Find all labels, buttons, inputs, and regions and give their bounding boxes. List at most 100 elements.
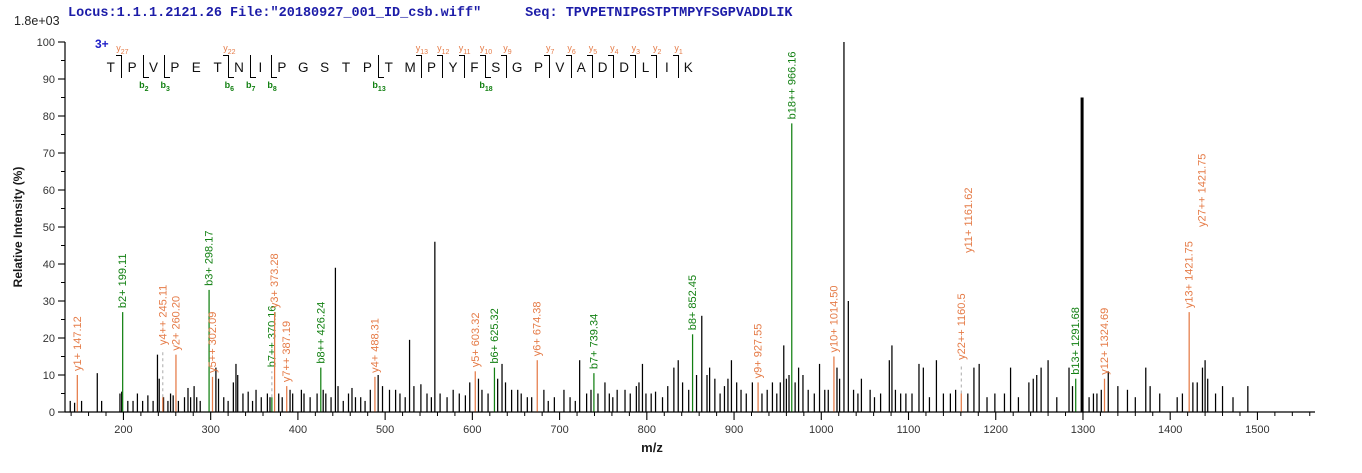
header: Locus:1.1.1.2121.26 File:"20180927_001_I… (68, 6, 793, 21)
residue-cell: y1 K (672, 43, 699, 78)
residue-letter: G (511, 60, 523, 75)
residue-letter: V (555, 60, 565, 75)
x-tick-label: 800 (638, 424, 656, 436)
y-tick-label: 100 (37, 37, 55, 49)
x-tick-label: 500 (376, 424, 394, 436)
residue-cell: T (207, 58, 228, 78)
b-ion-tag: b7 (246, 80, 256, 93)
x-tick-label: 1000 (809, 424, 833, 436)
fragmentation-bar (437, 55, 444, 78)
residue-letter: P (534, 60, 544, 75)
y-tick-label: 80 (43, 111, 55, 123)
fragment-label: y2+ 260.20 (170, 296, 182, 351)
residue-cell: S (314, 58, 335, 78)
fragmentation-bar (249, 55, 256, 78)
residue-cell: b8 P (267, 55, 292, 93)
residue-letter: E (191, 60, 201, 75)
y-ion-tag: y22 (223, 43, 236, 56)
y-tick-label: 90 (43, 74, 55, 86)
residue-cell: T (100, 58, 121, 78)
seq-label: Seq: (525, 6, 558, 21)
residue-letter: P (277, 60, 287, 75)
residue-letter: V (148, 60, 158, 75)
y-ion-tag: y7 (546, 43, 555, 56)
fragmentation-bar (458, 55, 465, 78)
residue-letter: F (470, 60, 479, 75)
residue-cell: M (399, 58, 420, 78)
residue-letter: D (619, 60, 629, 75)
fragmentation-bar (544, 55, 551, 78)
residue-letter: T (341, 60, 351, 75)
y-ion-tag: y2 (652, 43, 662, 56)
y-tick-label: 10 (43, 370, 55, 382)
intensity-scale-label: 1.8e+03 (14, 14, 60, 28)
fragment-label: b7+ 739.34 (588, 314, 600, 369)
b-ion-tag: b2 (139, 80, 149, 93)
y-ion-tag: y11 (458, 43, 471, 56)
b-ion-tag: b18 (479, 80, 493, 93)
locus-file-text: Locus:1.1.1.2121.26 File:"20180927_001_I… (68, 6, 482, 21)
residue-cell: T (335, 58, 356, 78)
b-ion-tag: b6 (224, 80, 235, 93)
fragment-label: y10+ 1014.50 (828, 286, 840, 353)
residue-letter: P (427, 60, 437, 75)
fragment-label: b2+ 199.11 (117, 254, 129, 309)
fragmentation-bar (672, 55, 679, 78)
fragment-label: y27++ 1421.75 (1197, 154, 1209, 227)
y-ion-tag: y13 (415, 43, 428, 56)
residue-letter: T (106, 60, 115, 75)
residue-letter: I (258, 60, 263, 75)
fragment-label: y11+ 1161.62 (963, 188, 975, 253)
y-ion-tag: y1 (674, 43, 683, 56)
residue-cell: b7 I (246, 55, 271, 93)
fragment-label: b6+ 625.32 (489, 308, 501, 363)
b-ion-tag: b8 (267, 80, 277, 93)
residue-cell: P (528, 58, 549, 78)
residue-letter: T (213, 60, 222, 75)
fragment-label: y4++ 245.11 (157, 285, 169, 345)
residue-letter: A (576, 60, 586, 75)
fragmentation-bar (415, 55, 422, 78)
fragment-label: b13+ 1291.68 (1070, 307, 1082, 375)
residue-letter: S (320, 60, 330, 75)
x-tick-label: 600 (463, 424, 481, 436)
residue-cell: y5 D (586, 43, 613, 78)
residue-cell: P (357, 58, 378, 78)
y-ion-tag: y9 (503, 43, 512, 56)
fragment-label: b7++ 370.16 (266, 306, 278, 368)
residue-cell: y13 P (415, 43, 442, 78)
fragmentation-bar (651, 55, 658, 78)
residue-letter: M (404, 60, 416, 75)
fragment-label: y3+ 373.28 (269, 253, 281, 308)
fragmentation-bar (608, 55, 615, 78)
fragment-label: y22++ 1160.5 (956, 293, 968, 359)
y-tick-label: 0 (49, 407, 55, 419)
y-ion-tag: y27 (116, 43, 129, 56)
residue-letter: D (597, 60, 608, 75)
y-ion-tag: y12 (437, 43, 450, 56)
x-tick-label: 1500 (1245, 424, 1269, 436)
residue-cell: y3 L (629, 43, 656, 78)
y-ion-tag: y6 (567, 43, 576, 56)
fragment-label: y13+ 1421.75 (1184, 241, 1196, 308)
residue-letter: K (683, 60, 693, 75)
y-axis-title: Relative Intensity (%) (11, 167, 25, 288)
residue-letter: Y (448, 60, 458, 75)
fragment-label: y9+ 927.55 (753, 324, 765, 379)
residue-letter: N (234, 60, 244, 75)
residue-letter: P (170, 60, 180, 75)
x-axis-title: m/z (641, 440, 663, 455)
fragment-label: b3+ 298.17 (204, 231, 216, 286)
y-ion-tag: y10 (479, 43, 493, 56)
residue-cell: y6 A (565, 43, 592, 78)
precursor-charge-label: 3+ (95, 37, 109, 51)
residue-cell: y10 b18 S (479, 43, 506, 93)
residue-cell: y2 I (651, 43, 677, 78)
b-ion-tag: b3 (160, 80, 170, 93)
residue-letter: I (664, 60, 669, 75)
fragmentation-bar (629, 55, 636, 78)
fragment-label: b8+ 852.45 (687, 275, 699, 330)
residue-cell: y4 D (608, 43, 634, 78)
x-tick-label: 1400 (1158, 424, 1182, 436)
